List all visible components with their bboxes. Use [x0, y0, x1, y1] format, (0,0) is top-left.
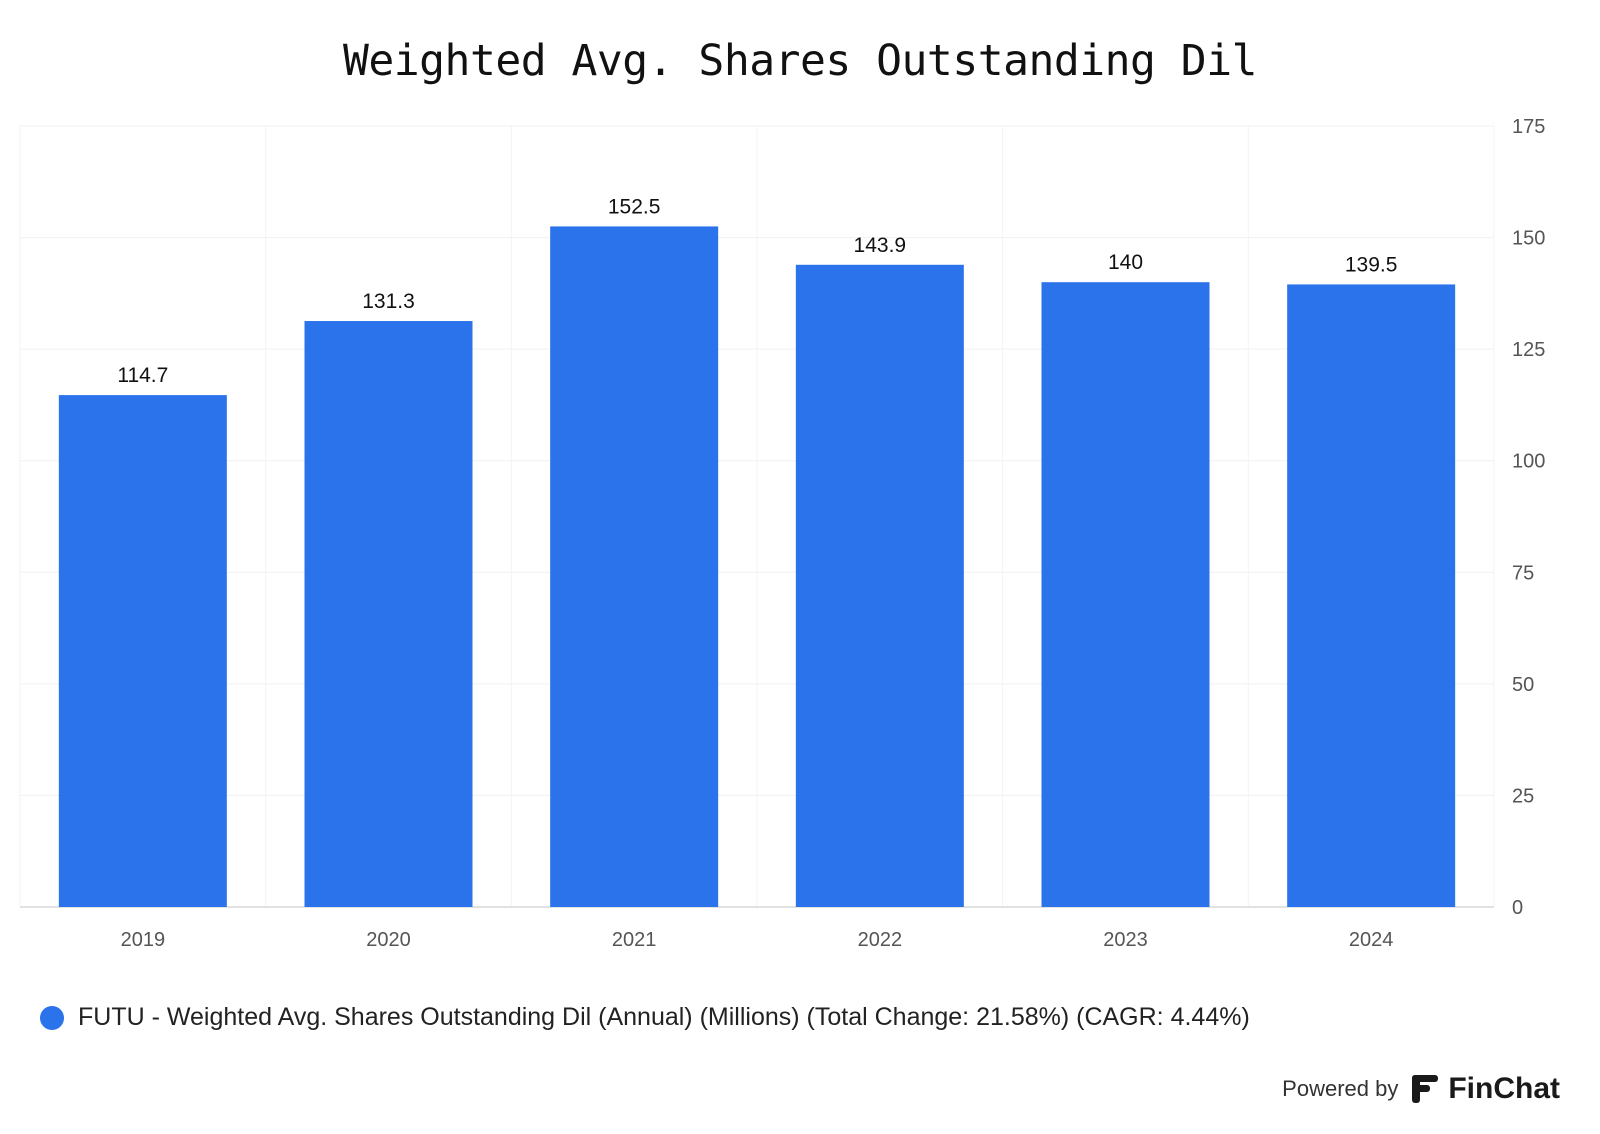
y-tick-label-0: 0 [1512, 897, 1523, 919]
y-tick-label-7: 175 [1512, 116, 1545, 138]
chart-title: Weighted Avg. Shares Outstanding Dil [343, 36, 1257, 86]
x-tick-label-2023: 2023 [1103, 929, 1148, 951]
y-tick-label-4: 100 [1512, 451, 1545, 473]
powered-by-text: Powered by [1282, 1076, 1399, 1101]
y-tick-label-5: 125 [1512, 339, 1545, 361]
data-label-2021: 152.5 [608, 195, 661, 218]
x-tick-label-2020: 2020 [366, 929, 411, 951]
data-label-2019: 114.7 [117, 364, 168, 387]
y-tick-label-1: 25 [1512, 785, 1534, 807]
bar-2021 [550, 226, 719, 907]
legend[interactable]: FUTU - Weighted Avg. Shares Outstanding … [40, 1003, 1250, 1032]
data-label-2024: 139.5 [1345, 253, 1398, 276]
x-tick-label-2019: 2019 [121, 929, 166, 951]
bar-2024 [1287, 284, 1456, 908]
bar-2020 [304, 321, 473, 907]
bar-2022 [795, 264, 964, 907]
data-label-2023: 140 [1108, 251, 1143, 274]
x-tick-label-2022: 2022 [858, 929, 903, 951]
brand-name: FinChat [1448, 1072, 1560, 1105]
bar-chart: 0 25 50 75 100 125 150 175 114.7 2019 131.3 2020 152… [19, 116, 1545, 951]
y-tick-label-3: 75 [1512, 562, 1534, 584]
x-tick-label-2021: 2021 [612, 929, 657, 951]
legend-label: FUTU - Weighted Avg. Shares Outstanding … [78, 1003, 1250, 1031]
y-tick-label-6: 150 [1512, 228, 1545, 250]
x-tick-label-2024: 2024 [1349, 929, 1394, 951]
data-label-2022: 143.9 [854, 234, 907, 257]
bar-2023 [1041, 282, 1210, 907]
finchat-logo-icon [1412, 1075, 1439, 1103]
legend-marker [40, 1005, 64, 1030]
bar-2019 [58, 395, 227, 907]
y-tick-label-2: 50 [1512, 674, 1534, 696]
data-label-2020: 131.3 [362, 290, 415, 313]
attribution: Powered by FinChat [1282, 1072, 1560, 1106]
